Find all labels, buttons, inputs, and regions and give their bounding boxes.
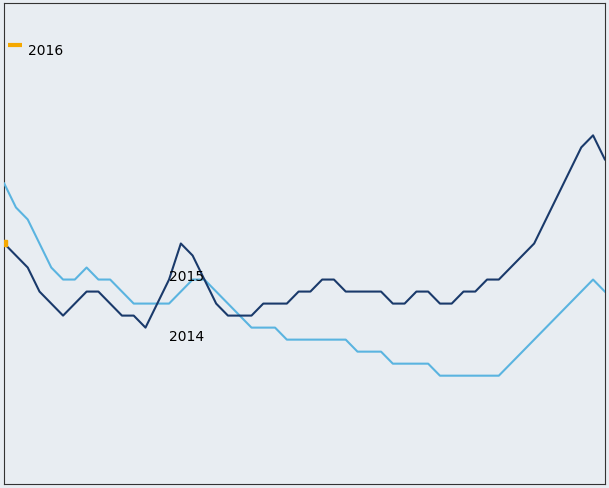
Text: 2014: 2014	[169, 329, 204, 343]
Text: 2015: 2015	[169, 269, 204, 283]
Text: 2016: 2016	[28, 43, 63, 58]
